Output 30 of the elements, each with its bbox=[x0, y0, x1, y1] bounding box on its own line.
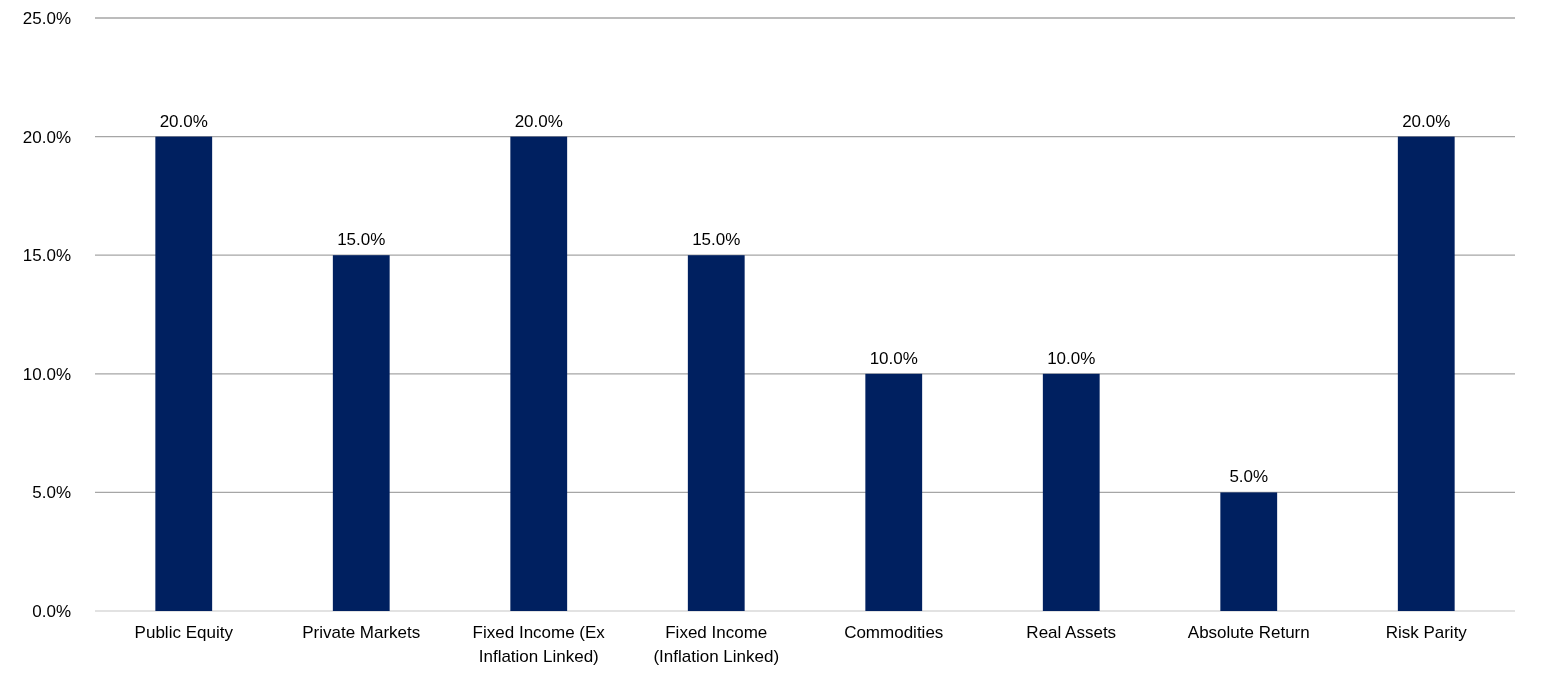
x-tick-label: Absolute Return bbox=[1187, 623, 1310, 642]
data-label: 15.0% bbox=[692, 230, 741, 250]
data-label: 20.0% bbox=[159, 111, 208, 131]
x-tick-label: Commodities bbox=[844, 623, 944, 642]
bar bbox=[1220, 492, 1278, 611]
bar bbox=[687, 255, 745, 611]
x-tick-label: Fixed Income (Inflation Linked) bbox=[653, 623, 780, 666]
y-tick-label: 20.0% bbox=[22, 127, 71, 147]
x-tick-label: Real Assets bbox=[1026, 623, 1117, 642]
data-label: 5.0% bbox=[1229, 467, 1269, 487]
bar bbox=[332, 255, 390, 611]
y-tick-label: 5.0% bbox=[32, 483, 71, 503]
bar bbox=[865, 373, 923, 611]
bar bbox=[1397, 136, 1455, 611]
bar bbox=[155, 136, 213, 611]
data-label: 20.0% bbox=[1402, 111, 1451, 131]
y-tick-label: 0.0% bbox=[32, 601, 71, 621]
data-label: 10.0% bbox=[1047, 348, 1096, 368]
bar bbox=[1042, 373, 1100, 611]
x-tick-label: Risk Parity bbox=[1385, 623, 1468, 642]
data-label: 20.0% bbox=[514, 111, 563, 131]
y-tick-label: 25.0% bbox=[22, 8, 71, 28]
data-label: 10.0% bbox=[869, 348, 918, 368]
x-tick-label: Public Equity bbox=[134, 623, 234, 642]
x-tick-label: Fixed Income (Ex Inflation Linked) bbox=[472, 623, 606, 666]
data-label: 15.0% bbox=[337, 230, 386, 250]
bar bbox=[510, 136, 568, 611]
x-tick-label: Private Markets bbox=[302, 623, 421, 642]
y-tick-label: 15.0% bbox=[22, 246, 71, 266]
y-tick-label: 10.0% bbox=[22, 364, 71, 384]
